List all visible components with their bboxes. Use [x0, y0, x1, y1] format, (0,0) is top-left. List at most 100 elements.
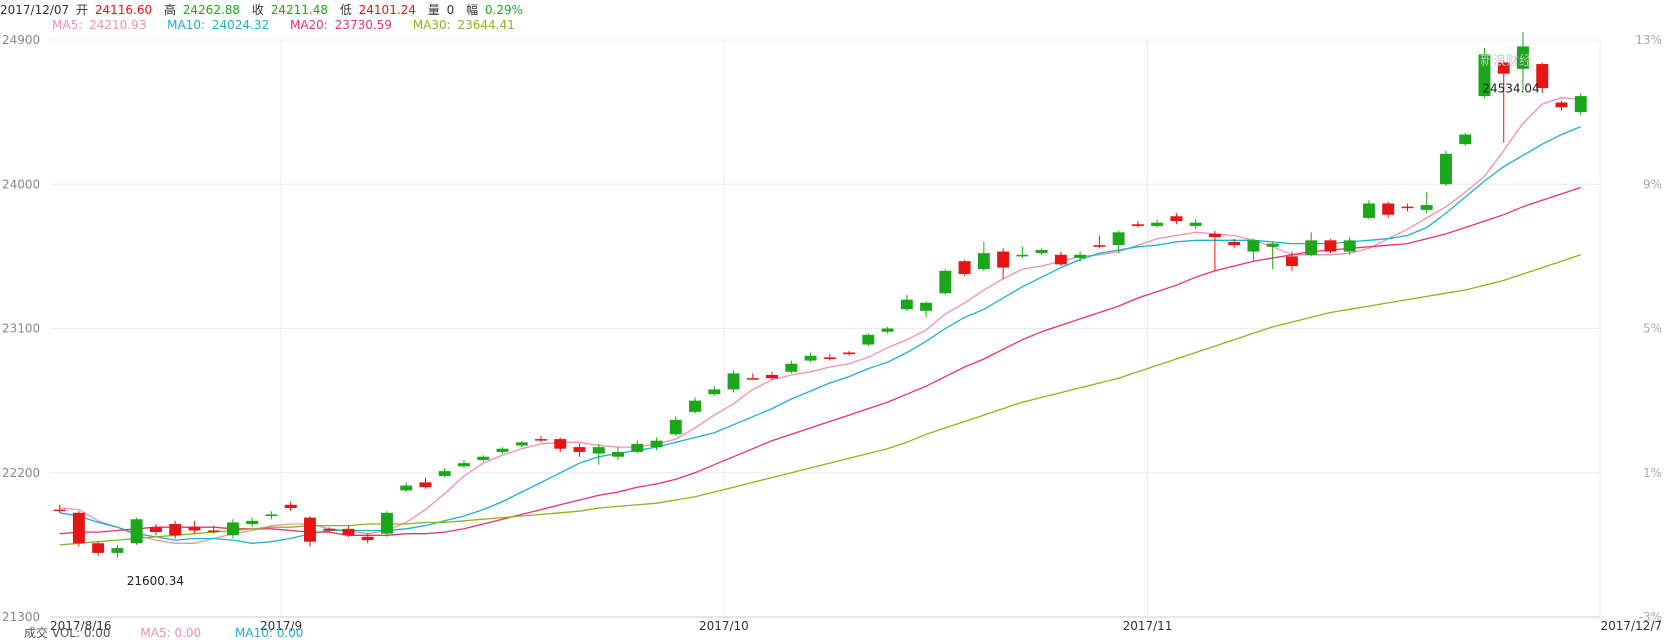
candle-body [400, 485, 413, 491]
volume-value: 0 [446, 3, 455, 17]
candle [1112, 230, 1125, 254]
candle [1228, 238, 1241, 249]
candle [746, 373, 759, 380]
ma10-line [59, 125, 1581, 544]
candle [342, 525, 355, 537]
ma20-line [59, 186, 1581, 536]
candle [997, 248, 1010, 279]
change-value: 0.29% [484, 3, 524, 17]
high-annotation: 24534.04 [1482, 82, 1539, 96]
candle-body [284, 504, 297, 509]
candle-body [477, 456, 490, 460]
candle-body [323, 528, 336, 531]
vol-ma10: MA10: 0.00 [235, 626, 304, 640]
candle-body [1247, 240, 1260, 252]
candle [1420, 192, 1433, 214]
candle-body [689, 400, 701, 412]
volume-legend: 成交 VOL: 0.00 MA5: 0.00 MA10: 0.00 [24, 626, 303, 640]
candle-body [1439, 153, 1452, 185]
candle-body [573, 447, 586, 452]
candle [535, 435, 547, 443]
candle-body [612, 451, 624, 457]
annotations: 24534.04 21600.34 [127, 82, 1540, 588]
candle [380, 511, 393, 537]
candle [1170, 213, 1183, 225]
y-tick-label: 23100 [2, 322, 40, 336]
candle-body [1343, 240, 1356, 252]
low-value: 24101.24 [358, 3, 416, 17]
candle [188, 520, 201, 534]
candle [592, 443, 605, 465]
candle [1459, 132, 1472, 146]
candle-body [130, 519, 143, 544]
candle [554, 437, 567, 452]
candle-body [958, 261, 971, 275]
candle [1305, 232, 1318, 257]
candle [149, 524, 162, 536]
vol-value: VOL: 0.00 [51, 626, 111, 640]
candle [689, 397, 701, 414]
y-right-tick-label: 1% [1643, 466, 1662, 480]
candle-body [1266, 243, 1279, 247]
ma30-legend-label: MA30: [412, 18, 451, 32]
x-tick-label: 2017/10 [699, 619, 749, 633]
candle [766, 371, 779, 380]
candle-body [53, 509, 66, 512]
candle [303, 516, 316, 547]
candle-body [1208, 233, 1221, 238]
y-right-tick-label: -3% [1639, 610, 1662, 624]
candle-body [169, 524, 182, 536]
candle-body [785, 363, 798, 372]
candle-body [727, 373, 740, 390]
candle-body [1035, 249, 1048, 254]
candle [1266, 241, 1279, 270]
candle-body [1362, 203, 1375, 218]
candle [226, 519, 239, 539]
candle-body [920, 302, 933, 311]
candle [823, 354, 836, 361]
candle [1555, 100, 1568, 111]
candle [72, 511, 85, 547]
candle-body [303, 517, 316, 542]
ma10-legend-label: MA10: [167, 18, 206, 32]
candle-body [1536, 64, 1549, 89]
candle-body [1112, 232, 1125, 246]
candle-body [1555, 102, 1568, 108]
candles [53, 31, 1587, 558]
candle-body [997, 251, 1010, 268]
candle-body [458, 463, 470, 467]
candle-body [631, 443, 644, 452]
candle [1074, 251, 1087, 262]
candle-body [939, 270, 952, 294]
candle-body [1285, 256, 1298, 266]
candle [1362, 200, 1375, 220]
candle-body [823, 357, 836, 359]
candle [1151, 219, 1164, 228]
candle [1093, 235, 1106, 249]
candle [1208, 230, 1221, 271]
vol-ma5: MA5: 0.00 [140, 626, 202, 640]
candle-body [1151, 222, 1164, 226]
low-label: 低 [339, 3, 352, 17]
candle [496, 447, 509, 454]
candle-body [226, 522, 239, 536]
ma-legend: MA5: 24210.93 MA10: 24024.32 MA20: 23730… [52, 17, 521, 33]
candle-body [535, 439, 547, 441]
candle [708, 386, 721, 396]
candle [1324, 238, 1337, 254]
ma5-line [59, 97, 1581, 544]
change-label: 幅 [466, 3, 479, 17]
candle-body [669, 419, 682, 435]
candle [1285, 251, 1298, 271]
candle-body [900, 299, 913, 310]
candle-body [766, 374, 779, 379]
candle [323, 527, 336, 533]
candle [785, 360, 798, 374]
candle [458, 459, 470, 468]
candle [1131, 221, 1144, 228]
ma10-legend: MA10: 24024.32 [167, 18, 272, 32]
y-tick-label: 22200 [2, 466, 40, 480]
x-tick-label: 2017/12/7 [1600, 619, 1662, 633]
candle-body [92, 543, 105, 553]
